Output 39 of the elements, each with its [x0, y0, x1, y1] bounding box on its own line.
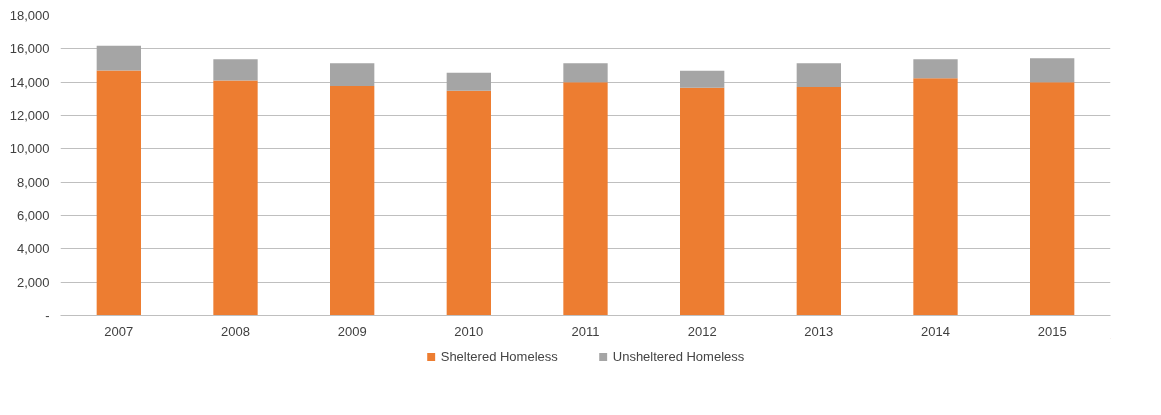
- bar: [563, 63, 608, 83]
- bar: [680, 87, 725, 316]
- bar: [213, 80, 258, 316]
- bar: [96, 70, 141, 316]
- bar: [563, 82, 608, 316]
- bar: [213, 59, 258, 81]
- x-tick-label: 2015: [1037, 323, 1067, 339]
- x-tick-label: 2007: [104, 323, 134, 339]
- y-tick-label: -: [45, 308, 50, 323]
- x-tick-label: 2012: [687, 323, 717, 339]
- y-tick-label: 8,000: [16, 174, 50, 190]
- bar: [680, 70, 725, 88]
- bar: [330, 86, 375, 316]
- x-tick-label: 2014: [921, 323, 950, 339]
- y-tick-label: 2,000: [16, 274, 50, 290]
- bar: [446, 72, 491, 91]
- y-tick-label: 14,000: [9, 74, 50, 90]
- x-tick-label: 2009: [337, 323, 367, 339]
- y-tick-label: 10,000: [9, 141, 50, 157]
- legend-label: Sheltered Homeless: [440, 348, 558, 364]
- bar: [330, 63, 375, 86]
- bar: [446, 90, 491, 316]
- y-tick-label: 12,000: [9, 108, 50, 123]
- x-tick-label: 2008: [221, 323, 250, 339]
- bar: [913, 59, 958, 79]
- y-tick-label: 18,000: [9, 8, 50, 23]
- y-tick-label: 6,000: [16, 208, 50, 223]
- bar: [96, 45, 141, 71]
- legend-label: Unsheltered Homeless: [612, 348, 745, 364]
- bar: [796, 63, 841, 87]
- x-tick-label: 2011: [571, 323, 600, 339]
- bar: [1030, 82, 1075, 316]
- x-tick-label: 2010: [454, 323, 484, 339]
- bar: [1030, 58, 1075, 83]
- bar: [913, 78, 958, 316]
- bar: [796, 87, 841, 316]
- x-tick-label: 2013: [804, 323, 834, 339]
- y-tick-label: 4,000: [16, 241, 50, 257]
- y-tick-label: 16,000: [9, 41, 50, 57]
